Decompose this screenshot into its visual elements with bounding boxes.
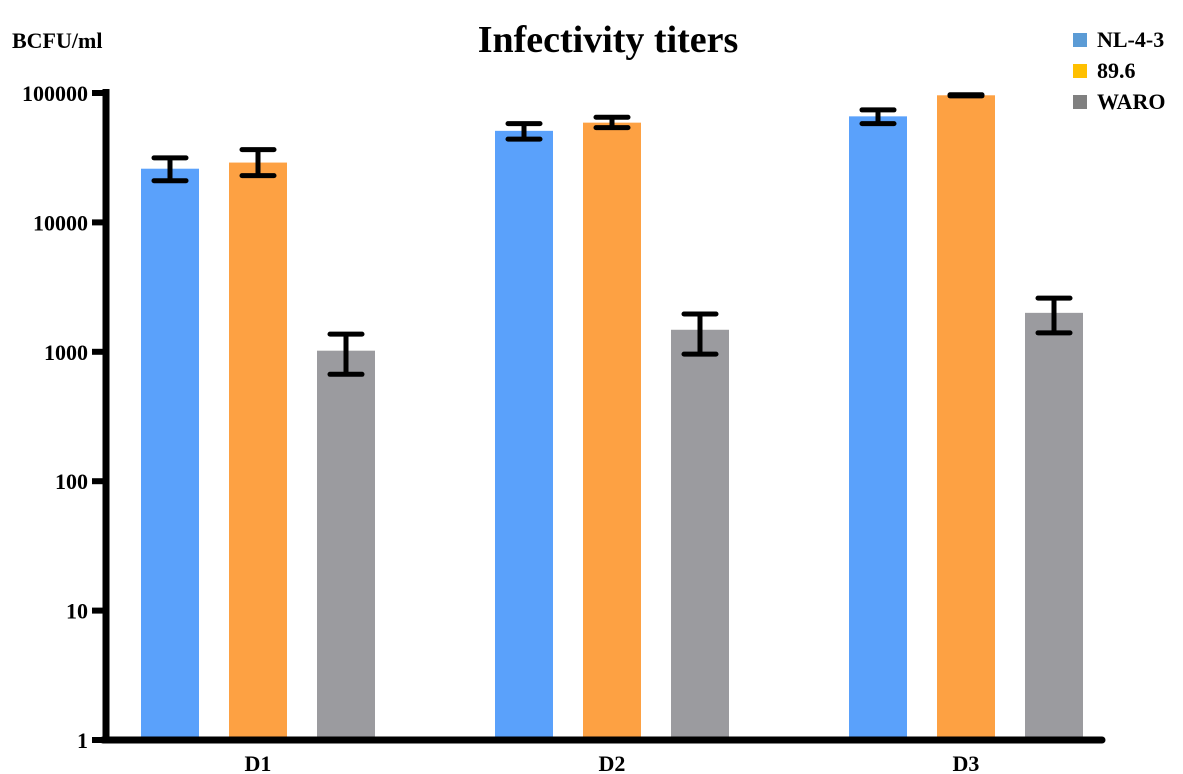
bar-nl-4-3-d2 [495,130,553,740]
bars-group [141,95,1083,741]
bar-waro-d3 [1025,312,1083,740]
legend-swatch-89.6 [1073,64,1087,78]
bar-nl-4-3-d1 [141,168,199,740]
error-bar-89.6-d3 [947,92,985,99]
x-tick-label-d2: D2 [599,751,626,774]
y-tick-label-10000: 10000 [33,210,88,235]
chart-title: Infectivity titers [478,19,739,61]
bar-89.6-d1 [229,162,287,741]
legend-swatch-nl-4-3 [1073,33,1087,47]
legend-item-89.6: 89.6 [1073,58,1136,83]
legend-label-89.6: 89.6 [1097,58,1136,83]
error-bar-nl-4-3-d3 [859,107,897,127]
bar-waro-d1 [317,350,375,740]
axes-group: 1 10 100 1000 10000 100000 D1 D2 D3 [22,81,1106,774]
bar-nl-4-3-d3 [849,116,907,740]
error-bars-group [151,92,1073,377]
error-bar-89.6-d2 [593,114,631,131]
error-bar-nl-4-3-d2 [505,121,543,142]
bar-waro-d2 [671,329,729,740]
error-bar-waro-d2 [681,311,719,357]
bar-89.6-d3 [937,95,995,740]
x-tick-label-d1: D1 [245,751,272,774]
error-bar-89.6-d1 [239,147,277,179]
bar-89.6-d2 [583,122,641,741]
y-tick-label-10: 10 [66,599,88,624]
legend-item-waro: WARO [1073,89,1165,114]
error-bar-waro-d3 [1035,295,1073,336]
legend-label-nl-4-3: NL-4-3 [1097,27,1164,52]
x-tick-label-d3: D3 [953,751,980,774]
y-tick-label-1000: 1000 [44,340,88,365]
y-tick-label-1: 1 [77,728,88,753]
error-bar-nl-4-3-d1 [151,155,189,184]
legend-item-nl-4-3: NL-4-3 [1073,27,1164,52]
legend: NL-4-3 89.6 WARO [1073,27,1165,114]
y-tick-label-100: 100 [55,469,88,494]
y-axis-label: BCFU/ml [12,28,102,53]
y-tick-label-100000: 100000 [22,81,88,106]
legend-label-waro: WARO [1097,89,1165,114]
error-bar-waro-d1 [327,331,365,377]
legend-swatch-waro [1073,95,1087,109]
